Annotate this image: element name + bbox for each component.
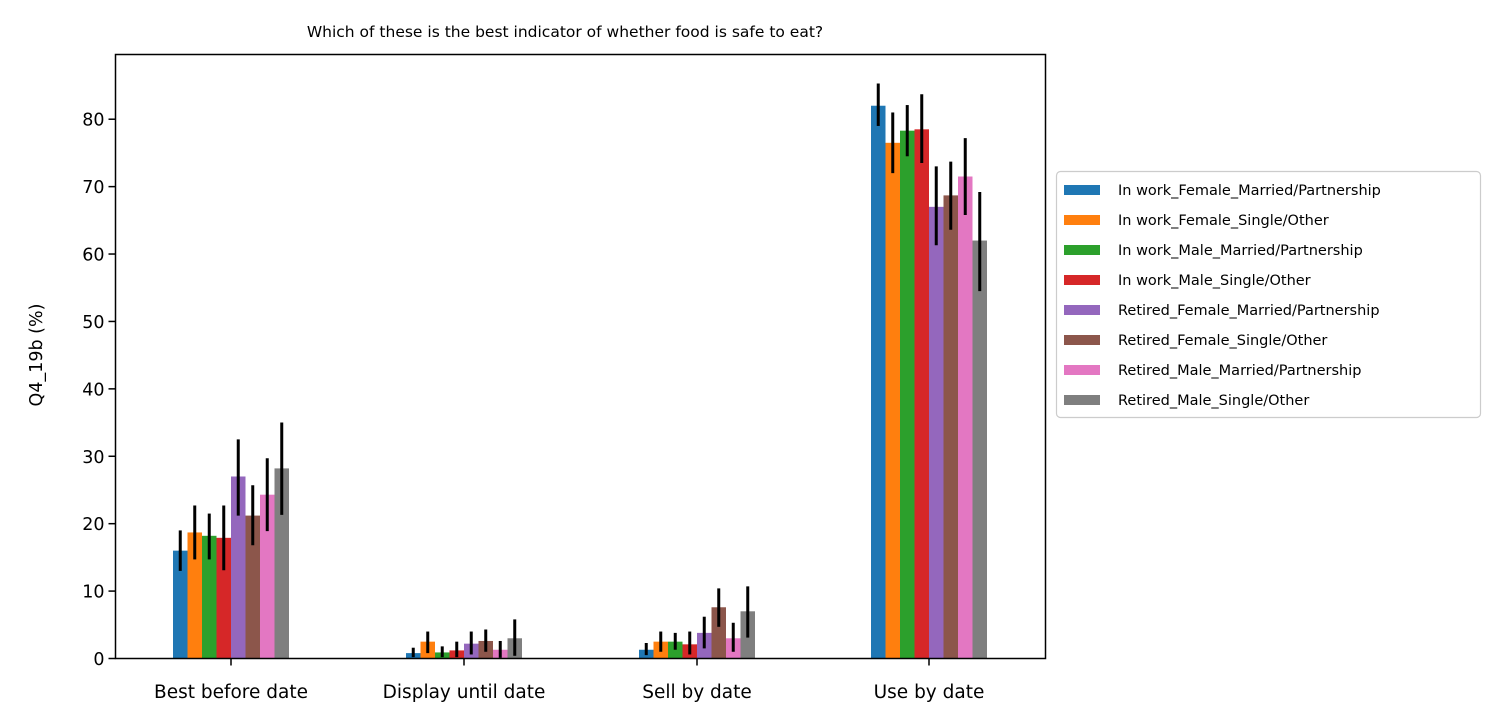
y-tick-label: 60 [82,246,104,266]
y-axis-label: Q4_19b (%) [27,304,47,407]
x-tick-label: Sell by date [642,682,752,703]
legend-swatch [1064,335,1100,345]
legend: In work_Female_Married/Partnership In wor… [1055,170,1482,419]
bar [231,476,246,659]
bar [972,240,987,659]
legend-label: In work_Female_Married/Partnership [1118,183,1381,199]
legend-swatch [1064,365,1100,375]
legend-swatch [1064,245,1100,255]
y-tick-label: 80 [82,111,104,131]
chart-title: Which of these is the best indicator of … [307,23,823,41]
x-tick-label: Use by date [874,682,985,703]
bar [900,130,915,659]
bar [245,515,260,659]
plot-frame [114,53,1047,660]
error-bars-layer [178,83,982,658]
bar [929,206,944,659]
bar [914,129,929,659]
bar [943,195,958,659]
legend-swatch [1064,395,1100,405]
bar [173,550,188,659]
bar [187,532,202,659]
bar [668,641,683,659]
legend-swatch [1064,305,1100,315]
bar [711,607,726,659]
legend-frame [1055,170,1482,419]
bar [202,535,217,659]
y-tick-label: 0 [93,650,104,670]
bar [260,494,275,659]
legend-swatch [1064,185,1100,195]
legend-label: Retired_Female_Single/Other [1118,333,1327,349]
legend-swatch [1064,275,1100,285]
bar [885,142,900,659]
y-tick-label: 30 [82,448,104,468]
bar [216,537,231,659]
y-tick-label: 10 [82,583,104,603]
legend-label: In work_Male_Single/Other [1118,273,1311,289]
bars-layer [173,105,987,659]
legend-label: Retired_Female_Married/Partnership [1118,303,1380,319]
y-tick-label: 70 [82,178,104,198]
legend-label: In work_Male_Married/Partnership [1118,243,1363,259]
x-tick-label: Best before date [154,682,308,703]
x-axis: Best before date Display until date Sell b… [154,658,985,703]
bar [871,105,886,659]
y-tick-label: 20 [82,515,104,535]
y-tick-label: 50 [82,313,104,333]
legend-label: Retired_Male_Married/Partnership [1118,363,1361,379]
bar [958,176,973,659]
legend-swatch [1064,215,1100,225]
bar [274,468,289,659]
y-axis: 0 10 20 30 40 50 60 70 80 [82,111,116,670]
legend-label: In work_Female_Single/Other [1118,213,1329,229]
y-tick-label: 40 [82,380,104,400]
legend-label: Retired_Male_Single/Other [1118,393,1309,409]
x-tick-label: Display until date [383,682,546,703]
